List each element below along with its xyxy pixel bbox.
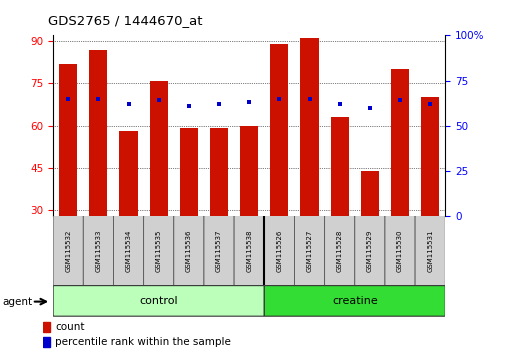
Text: GSM115529: GSM115529 [366,229,372,272]
Bar [240,126,258,216]
Bar [179,129,197,216]
FancyBboxPatch shape [324,215,354,286]
Text: count: count [55,322,84,332]
Text: GSM115533: GSM115533 [95,229,101,272]
FancyBboxPatch shape [204,215,234,286]
FancyBboxPatch shape [83,215,113,286]
FancyBboxPatch shape [234,215,264,286]
FancyBboxPatch shape [354,215,384,286]
FancyBboxPatch shape [294,215,324,286]
Text: GDS2765 / 1444670_at: GDS2765 / 1444670_at [48,13,202,27]
Text: GSM115534: GSM115534 [125,229,131,272]
Text: GSM115537: GSM115537 [216,229,222,272]
FancyBboxPatch shape [384,215,414,286]
Text: GSM115532: GSM115532 [65,229,71,272]
FancyBboxPatch shape [173,215,204,286]
Bar [43,337,50,347]
FancyBboxPatch shape [143,215,173,286]
Text: control: control [139,296,178,306]
Text: GSM115527: GSM115527 [306,229,312,272]
Text: GSM115526: GSM115526 [276,229,282,272]
Bar [360,171,378,216]
Text: agent: agent [3,297,33,307]
FancyBboxPatch shape [53,215,83,286]
Bar [270,44,288,216]
Text: creatine: creatine [331,296,377,306]
Bar [149,80,168,216]
Text: GSM115536: GSM115536 [185,229,191,272]
FancyBboxPatch shape [53,286,264,316]
Text: percentile rank within the sample: percentile rank within the sample [55,337,231,347]
Bar [119,131,137,216]
Bar [210,129,228,216]
Text: GSM115530: GSM115530 [396,229,402,272]
Bar [390,69,408,216]
Text: GSM115531: GSM115531 [426,229,432,272]
Text: GSM115535: GSM115535 [156,229,162,272]
Bar [43,322,50,332]
FancyBboxPatch shape [264,215,294,286]
FancyBboxPatch shape [264,286,444,316]
FancyBboxPatch shape [414,215,444,286]
Bar [89,50,107,216]
Text: GSM115538: GSM115538 [246,229,251,272]
Text: GSM115528: GSM115528 [336,229,342,272]
Bar [420,97,438,216]
Bar [59,64,77,216]
Bar [330,117,348,216]
Bar [300,38,318,216]
FancyBboxPatch shape [113,215,143,286]
